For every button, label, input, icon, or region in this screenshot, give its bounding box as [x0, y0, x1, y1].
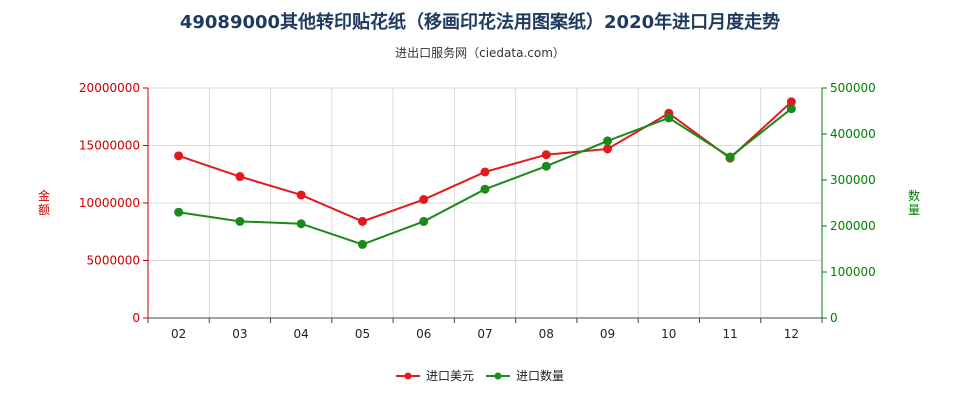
- data-point-2: [235, 216, 245, 226]
- series: [174, 97, 796, 249]
- data-point-1: [786, 97, 796, 107]
- data-point-2: [603, 136, 613, 146]
- legend-swatch-dot-1: [404, 372, 412, 380]
- chart-title: 49089000其他转印贴花纸（移画印花法用图案纸）2020年进口月度走势: [179, 12, 781, 33]
- data-point-1: [235, 172, 245, 182]
- legend: 进口美元 进口数量: [396, 368, 564, 383]
- y-tick-label-left: 20000000: [79, 81, 140, 95]
- data-point-1: [174, 151, 184, 161]
- data-point-1: [296, 190, 306, 200]
- x-tick-label: 09: [600, 327, 615, 341]
- axes: 0 5000000 10000000 15000000 20000000 0 100000 2…: [38, 81, 920, 341]
- x-tick-label: 05: [355, 327, 370, 341]
- data-point-2: [541, 161, 551, 171]
- legend-label-1: 进口美元: [426, 369, 474, 383]
- legend-swatch-dot-2: [494, 372, 502, 380]
- y-tick-label-right: 100000: [830, 265, 876, 279]
- y-tick-label-right: 0: [830, 311, 838, 325]
- data-point-2: [664, 113, 674, 123]
- y-tick-label-left: 5000000: [87, 254, 140, 268]
- x-tick-label: 10: [661, 327, 676, 341]
- grid: [148, 87, 822, 319]
- y-tick-label-left: 15000000: [79, 139, 140, 153]
- x-tick-label: 02: [171, 327, 186, 341]
- data-point-2: [174, 207, 184, 217]
- y-tick-label-right: 500000: [830, 81, 876, 95]
- x-tick-label: 03: [232, 327, 247, 341]
- data-point-1: [541, 150, 551, 160]
- y-tick-label-left: 10000000: [79, 196, 140, 210]
- y-tick-label-right: 300000: [830, 173, 876, 187]
- data-point-2: [480, 184, 490, 194]
- data-point-1: [357, 216, 367, 226]
- data-point-2: [357, 239, 367, 249]
- y-axis-title-left: 金额: [38, 188, 50, 217]
- data-point-1: [419, 195, 429, 205]
- x-tick-label: 12: [784, 327, 799, 341]
- y-tick-label-left: 0: [132, 311, 140, 325]
- data-point-2: [419, 216, 429, 226]
- data-point-1: [603, 144, 613, 154]
- x-tick-label: 11: [722, 327, 737, 341]
- data-point-1: [480, 167, 490, 177]
- legend-label-2: 进口数量: [516, 368, 564, 383]
- chart-subtitle: 进出口服务网（ciedata.com）: [395, 46, 565, 60]
- y-tick-label-right: 400000: [830, 127, 876, 141]
- x-tick-label: 08: [539, 327, 554, 341]
- data-point-2: [725, 152, 735, 162]
- data-point-2: [786, 104, 796, 114]
- data-point-2: [296, 219, 306, 229]
- y-tick-label-right: 200000: [830, 219, 876, 233]
- x-tick-label: 04: [294, 327, 309, 341]
- y-axis-title-right: 数量: [908, 188, 920, 217]
- x-tick-label: 06: [416, 327, 431, 341]
- x-tick-label: 07: [477, 327, 492, 341]
